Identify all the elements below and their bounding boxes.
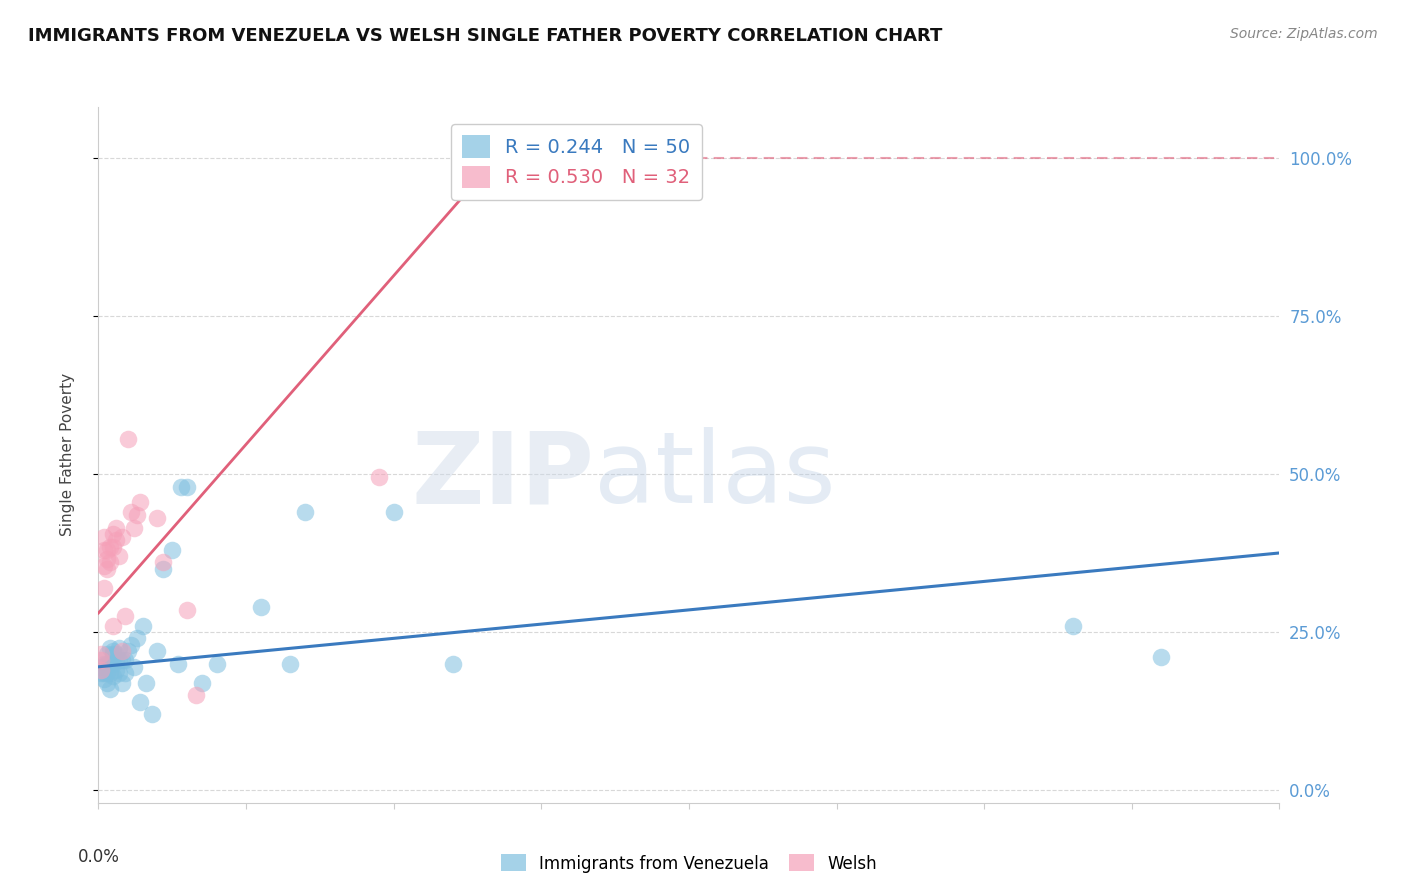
Point [93, 558, 115, 573]
Point [93, 530, 115, 544]
Point [1062, 618, 1084, 632]
Point [108, 640, 131, 655]
Point [105, 663, 128, 677]
Point [122, 521, 145, 535]
Point [120, 505, 142, 519]
Point [93, 581, 115, 595]
Point [103, 657, 125, 671]
Point [1150, 650, 1173, 665]
Point [96, 542, 118, 557]
Point [105, 647, 128, 661]
Point [103, 540, 125, 554]
Point [167, 657, 190, 671]
Point [98, 540, 121, 554]
Point [90, 660, 112, 674]
Point [111, 675, 134, 690]
Point [132, 618, 155, 632]
Text: ZIP: ZIP [412, 427, 595, 524]
Point [96, 552, 118, 566]
Legend: R = 0.244   N = 50, R = 0.530   N = 32: R = 0.244 N = 50, R = 0.530 N = 32 [451, 124, 702, 200]
Point [250, 599, 273, 614]
Point [146, 511, 169, 525]
Y-axis label: Single Father Poverty: Single Father Poverty [60, 374, 75, 536]
Text: IMMIGRANTS FROM VENEZUELA VS WELSH SINGLE FATHER POVERTY CORRELATION CHART: IMMIGRANTS FROM VENEZUELA VS WELSH SINGL… [28, 27, 942, 45]
Point [114, 609, 136, 624]
Point [128, 495, 150, 509]
Point [111, 653, 134, 667]
Point [114, 666, 136, 681]
Point [103, 618, 125, 632]
Text: Source: ZipAtlas.com: Source: ZipAtlas.com [1230, 27, 1378, 41]
Point [111, 530, 134, 544]
Point [98, 657, 121, 671]
Point [96, 666, 118, 681]
Point [93, 673, 115, 687]
Point [382, 505, 405, 519]
Point [90, 647, 112, 661]
Point [368, 470, 391, 484]
Point [278, 657, 302, 671]
Point [98, 681, 121, 696]
Point [162, 542, 183, 557]
Point [191, 675, 214, 690]
Point [108, 666, 131, 681]
Point [146, 644, 169, 658]
Point [96, 647, 118, 661]
Point [93, 657, 115, 671]
Point [152, 562, 174, 576]
Text: atlas: atlas [595, 427, 837, 524]
Point [105, 533, 128, 548]
Point [93, 666, 115, 681]
Point [152, 556, 174, 570]
Point [441, 657, 464, 671]
Point [108, 549, 131, 563]
Point [125, 508, 148, 522]
Text: 0.0%: 0.0% [77, 848, 120, 866]
Point [486, 151, 509, 165]
Point [176, 603, 198, 617]
Point [108, 653, 131, 667]
Point [111, 644, 134, 658]
Point [105, 521, 128, 535]
Point [98, 556, 121, 570]
Point [90, 666, 112, 681]
Point [125, 632, 148, 646]
Point [93, 542, 115, 557]
Point [98, 640, 121, 655]
Point [98, 666, 121, 681]
Point [90, 663, 112, 677]
Point [294, 505, 316, 519]
Legend: Immigrants from Venezuela, Welsh: Immigrants from Venezuela, Welsh [494, 847, 884, 880]
Point [103, 647, 125, 661]
Point [114, 653, 136, 667]
Point [135, 675, 157, 690]
Point [176, 479, 198, 493]
Point [205, 657, 228, 671]
Point [120, 638, 142, 652]
Point [117, 644, 139, 658]
Point [122, 660, 145, 674]
Point [103, 527, 125, 541]
Point [141, 707, 163, 722]
Point [96, 657, 118, 671]
Point [96, 562, 118, 576]
Point [103, 644, 125, 658]
Point [96, 675, 118, 690]
Point [170, 479, 193, 493]
Point [90, 653, 112, 667]
Point [105, 653, 128, 667]
Point [184, 688, 207, 702]
Point [103, 669, 125, 683]
Point [128, 695, 150, 709]
Point [117, 432, 139, 446]
